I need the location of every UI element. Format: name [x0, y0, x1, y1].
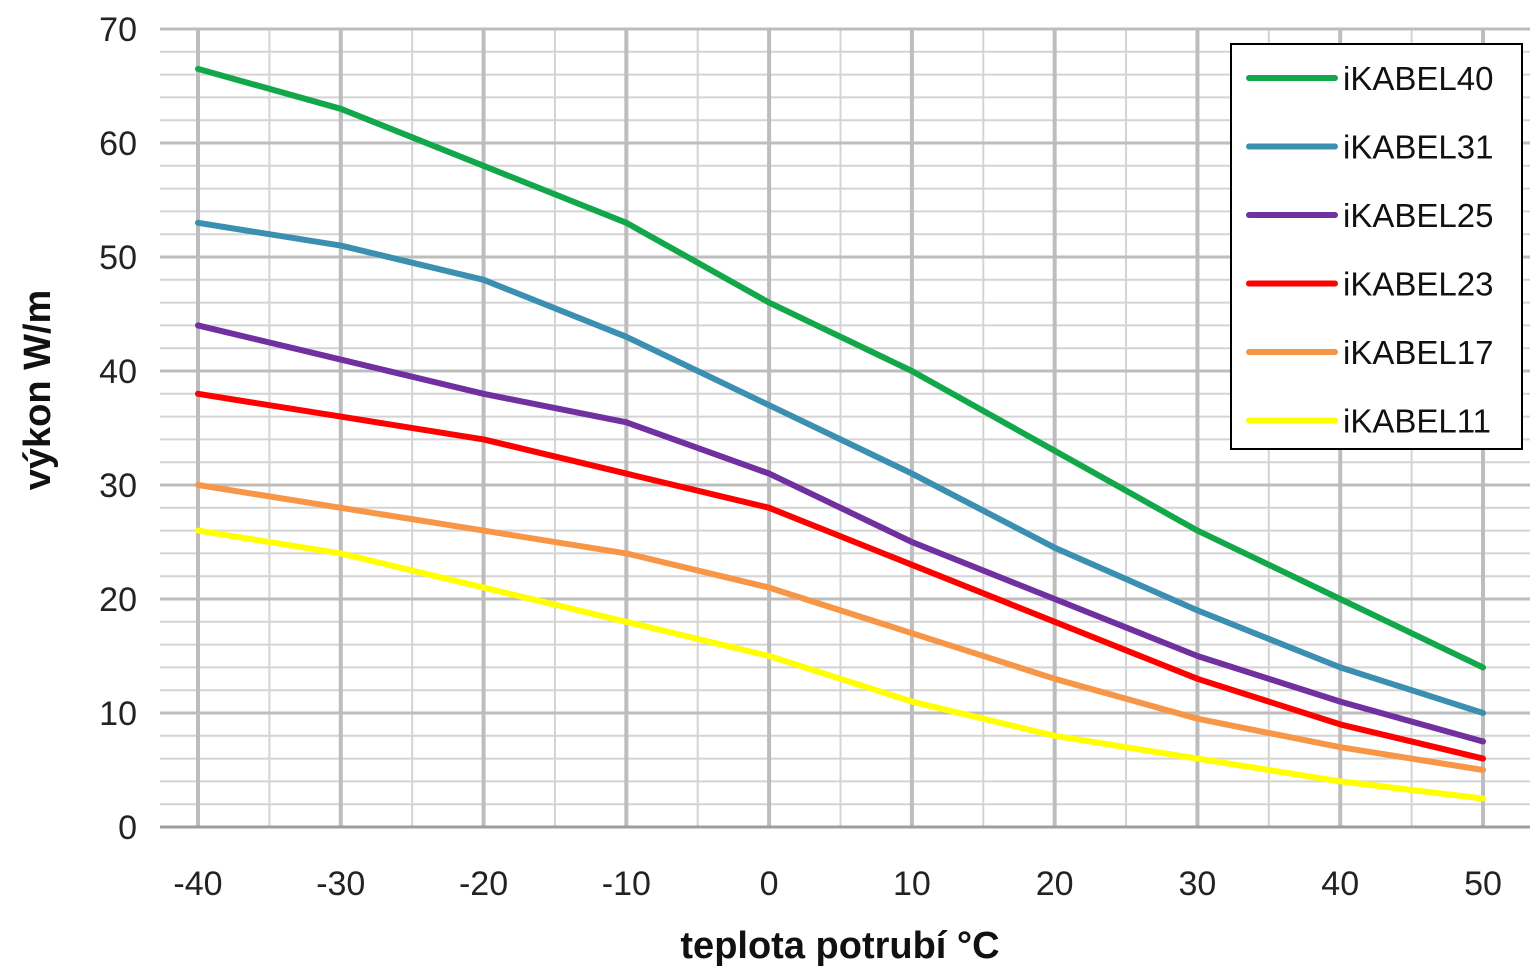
y-axis-title: výkon W/m: [17, 290, 59, 491]
series-line-ikabel17: [195, 482, 1486, 773]
x-tick-label: -20: [459, 865, 508, 903]
chart-legend: iKABEL40 iKABEL31 iKABEL25 iKABEL23 iKABEL17…: [1230, 43, 1523, 450]
x-tick-label: -10: [602, 865, 651, 903]
x-tick-label: 20: [1036, 865, 1074, 903]
series-line-ikabel31: [195, 219, 1486, 716]
x-tick-label: 50: [1464, 865, 1502, 903]
y-tick-label: 30: [99, 467, 137, 505]
legend-label: iKABEL11: [1343, 403, 1491, 440]
y-tick-label: 70: [99, 11, 137, 49]
y-tick-label: 60: [99, 125, 137, 163]
series-line-ikabel25: [195, 322, 1486, 745]
x-axis-title: teplota potrubí °C: [680, 925, 999, 967]
y-tick-label: 10: [99, 695, 137, 733]
y-tick-label: 20: [99, 581, 137, 619]
chart-axes: 0 10 20 30 40 50 60 70 -40 -30 -20 -10 0 10 20 30 40 50: [99, 11, 1530, 903]
series-line-ikabel23: [195, 390, 1486, 762]
x-tick-label: 10: [893, 865, 931, 903]
y-tick-label: 40: [99, 353, 137, 391]
y-tick-label: 0: [118, 809, 137, 847]
legend-box: [1230, 43, 1523, 450]
legend-label: iKABEL25: [1343, 197, 1493, 234]
chart-series: [195, 65, 1486, 802]
x-tick-label: 40: [1321, 865, 1359, 903]
y-tick-label: 50: [99, 239, 137, 277]
series-line-ikabel40: [195, 65, 1486, 671]
legend-label: iKABEL40: [1343, 60, 1493, 97]
legend-label: iKABEL23: [1343, 266, 1493, 303]
x-tick-label: 0: [760, 865, 779, 903]
series-line-ikabel11: [195, 527, 1486, 802]
x-tick-label: -40: [173, 865, 222, 903]
x-tick-label: 30: [1179, 865, 1217, 903]
x-tick-label: -30: [316, 865, 365, 903]
legend-label: iKABEL17: [1343, 334, 1493, 371]
legend-label: iKABEL31: [1343, 129, 1493, 166]
